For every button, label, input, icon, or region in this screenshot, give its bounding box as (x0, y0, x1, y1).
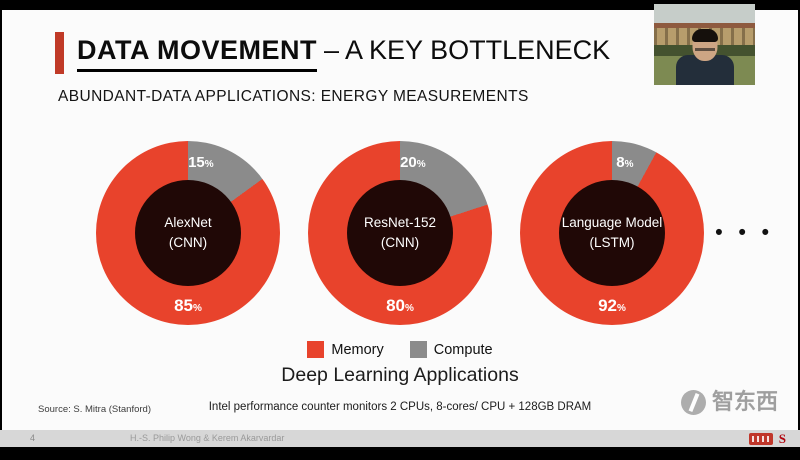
source-citation: Source: S. Mitra (Stanford) (38, 404, 151, 415)
legend-item-compute: Compute (409, 341, 493, 358)
donut-center-label: Language Model (LSTM) (559, 180, 665, 286)
memory-percent-label: 85% (96, 296, 280, 316)
page-title-rest: – A KEY BOTTLENECK (323, 34, 611, 65)
slide-footer: 4 H.-S. Philip Wong & Kerem Akarvardar S (0, 430, 800, 447)
memory-percent-value: 85 (174, 296, 193, 315)
page-title-emphasis: DATA MOVEMENT (77, 35, 317, 72)
donut-center-label: AlexNet (CNN) (135, 180, 241, 286)
footer-logo-src (748, 432, 773, 445)
watermark-logo-slash (688, 392, 700, 413)
donut-center-line2: (CNN) (168, 235, 208, 250)
footer-logo-stanford: S (778, 431, 786, 446)
compute-swatch (409, 341, 427, 358)
donut-center-label: ResNet-152 (CNN) (347, 180, 453, 286)
title-accent-bar (55, 32, 64, 74)
page-number: 4 (30, 433, 36, 443)
donut-center-line2: (LSTM) (589, 235, 635, 250)
measurement-note: Intel performance counter monitors 2 CPU… (208, 401, 592, 413)
donut-chart-alexnet: 15% AlexNet (CNN) 85% (96, 141, 280, 325)
donut-chart-lstm: 8% Language Model (LSTM) 92% (520, 141, 704, 325)
compute-percent-value: 15 (188, 154, 205, 171)
compute-percent-value: 8 (616, 154, 625, 171)
memory-swatch (307, 341, 325, 358)
percent-sign: % (624, 159, 634, 170)
footer-logo-src-bars (751, 435, 770, 442)
page-title: DATA MOVEMENT – A KEY BOTTLENECK (77, 35, 610, 72)
footer-credit: H.-S. Philip Wong & Kerem Akarvardar (130, 433, 285, 443)
memory-percent-value: 92 (598, 296, 617, 315)
donut-center-line2: (CNN) (380, 235, 420, 250)
percent-sign: % (405, 303, 414, 314)
chart-legend: Memory Compute (2, 341, 798, 358)
title-row: DATA MOVEMENT – A KEY BOTTLENECK (55, 32, 610, 74)
watermark-logo-icon (680, 390, 706, 415)
watermark: 智东西 (680, 389, 778, 415)
compute-percent-label: 20% (400, 154, 426, 171)
webcam-building-roof (654, 23, 755, 30)
donut-chart-resnet152: 20% ResNet-152 (CNN) 80% (308, 141, 492, 325)
compute-percent-label: 8% (616, 154, 633, 171)
more-charts-ellipsis: • • • (715, 221, 774, 244)
webcam-sky (654, 4, 755, 26)
charts-row: 15% AlexNet (CNN) 85% 20% ResNet-152 (CN… (2, 141, 798, 325)
donut-center-line1: Language Model (561, 215, 663, 231)
watermark-text: 智东西 (711, 389, 778, 415)
subtitle: ABUNDANT-DATA APPLICATIONS: ENERGY MEASU… (58, 88, 529, 105)
webcam-person-hair (691, 29, 718, 42)
percent-sign: % (617, 303, 626, 314)
percent-sign: % (193, 303, 202, 314)
memory-percent-label: 92% (520, 296, 704, 316)
compute-percent-value: 20 (400, 154, 417, 171)
legend-label-memory: Memory (331, 341, 384, 358)
percent-sign: % (416, 159, 426, 170)
footer-logos: S (748, 431, 786, 446)
donut-center-line1: AlexNet (164, 215, 212, 231)
compute-percent-label: 15% (188, 154, 214, 171)
memory-percent-value: 80 (386, 296, 405, 315)
chart-caption: Deep Learning Applications (281, 364, 519, 386)
webcam-video (654, 4, 755, 85)
legend-label-compute: Compute (433, 341, 493, 358)
donut-center-line1: ResNet-152 (363, 215, 437, 231)
legend-item-memory: Memory (307, 341, 384, 358)
memory-percent-label: 80% (308, 296, 492, 316)
webcam-person-glasses (694, 48, 715, 51)
percent-sign: % (204, 159, 214, 170)
